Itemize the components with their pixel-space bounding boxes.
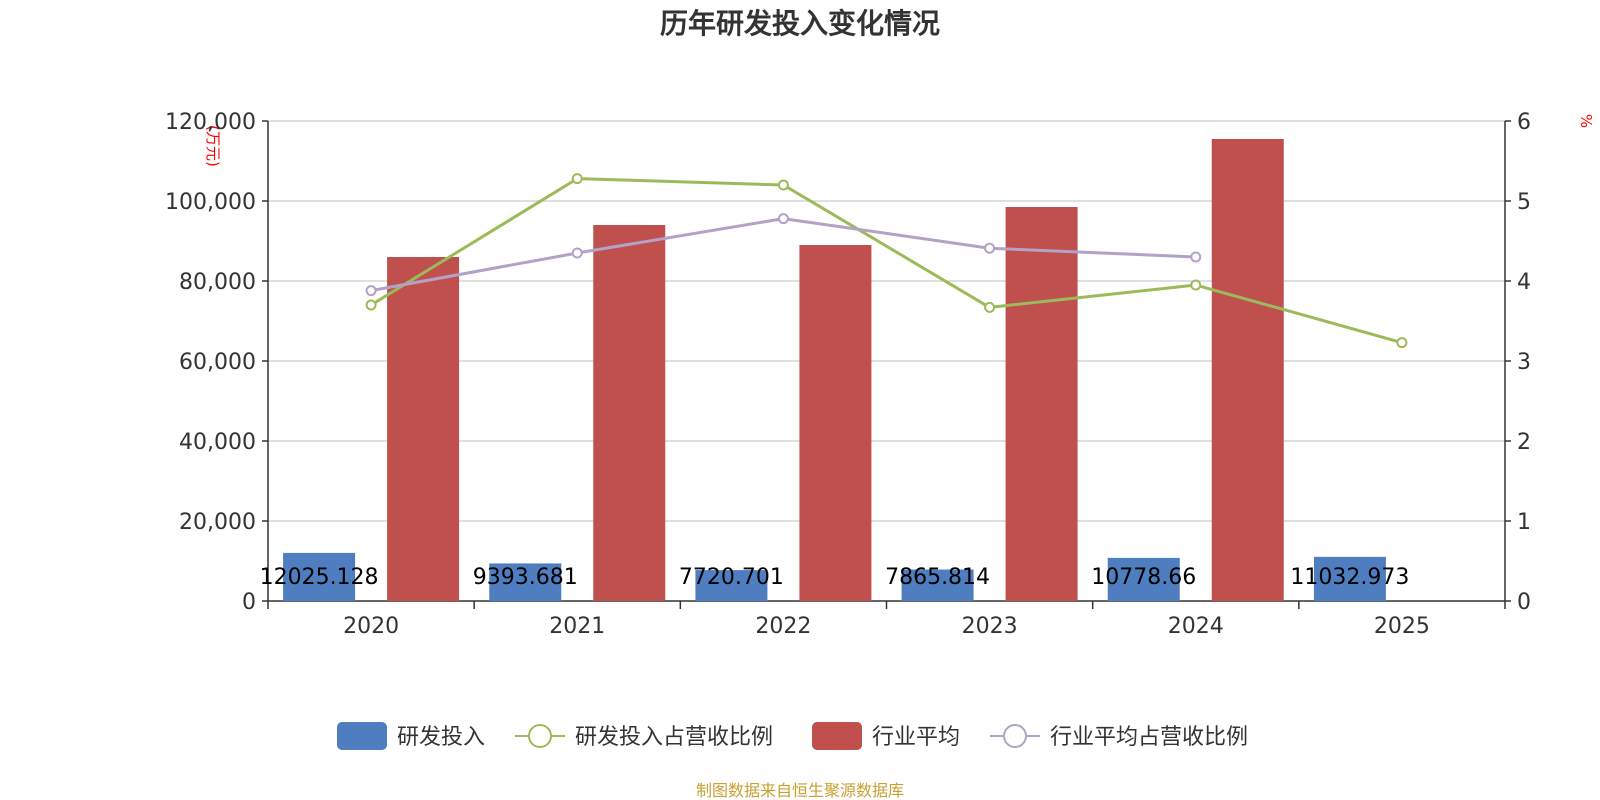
x-axis-tick-label: 2024 <box>1168 614 1224 639</box>
line-point <box>1396 337 1408 349</box>
x-axis-tick-label: 2020 <box>343 614 399 639</box>
left-axis-tick-label: 40,000 <box>179 430 256 455</box>
right-axis-tick-label: 4 <box>1517 270 1531 295</box>
axes: 0 20,000 40,000 60,000 80,000 100,000 120,000 0… <box>165 110 1531 639</box>
bar-industry-average <box>387 257 460 601</box>
bar-rd-investment <box>283 552 356 601</box>
x-axis-tick-label: 2023 <box>962 614 1018 639</box>
legend-label: 研发投入 <box>397 725 485 750</box>
right-axis-tick-label: 5 <box>1517 190 1531 215</box>
bar-rd-investment <box>489 563 562 601</box>
line-point <box>984 242 996 254</box>
legend-label: 研发投入占营收比例 <box>575 725 773 750</box>
x-axis-tick-label: 2021 <box>549 614 605 639</box>
bar-data-label: 7865.814 <box>885 565 990 590</box>
bar-rd-investment <box>901 569 974 601</box>
line-point <box>571 173 583 185</box>
right-axis-tick-label: 2 <box>1517 430 1531 455</box>
bar-marks <box>283 139 1386 601</box>
legend-swatch-marker <box>1003 724 1027 748</box>
chart-title: 历年研发投入变化情况 <box>660 7 940 40</box>
bar-industry-average <box>1211 139 1284 601</box>
bar-data-label: 10778.66 <box>1091 565 1196 590</box>
line-marks <box>365 173 1408 349</box>
line-point <box>365 299 377 311</box>
legend-swatch <box>812 722 862 750</box>
legend-label: 行业平均 <box>872 725 960 750</box>
right-axis-tick-label: 0 <box>1517 590 1531 615</box>
line-point <box>984 301 996 313</box>
right-axis-tick-label: 6 <box>1517 110 1531 135</box>
right-axis-unit: % <box>1577 114 1595 128</box>
x-axis-tick-label: 2022 <box>755 614 811 639</box>
right-axis-tick-label: 1 <box>1517 510 1531 535</box>
bar-industry-average <box>799 245 872 601</box>
line-point <box>777 213 789 225</box>
left-axis-tick-label: 120,000 <box>165 110 256 135</box>
data-labels: 12025.128 9393.681 7720.701 7865.814 10778.6… <box>260 565 1410 590</box>
left-axis-tick-label: 80,000 <box>179 270 256 295</box>
bar-industry-average <box>593 225 666 601</box>
bar-data-label: 7720.701 <box>679 565 784 590</box>
line-point <box>571 247 583 259</box>
bar-industry-average <box>1005 207 1078 601</box>
legend-swatch-marker <box>528 724 552 748</box>
grid-lines <box>268 120 1505 522</box>
legend-label: 行业平均占营收比例 <box>1050 725 1248 750</box>
legend-item-industry-average: 行业平均 <box>812 722 960 750</box>
right-axis-tick-label: 3 <box>1517 350 1531 375</box>
bar-data-label: 9393.681 <box>473 565 578 590</box>
left-axis-tick-label: 60,000 <box>179 350 256 375</box>
left-axis-tick-label: 0 <box>242 590 256 615</box>
bar-rd-investment <box>1313 556 1386 601</box>
line-rd-ratio <box>370 177 1403 345</box>
bar-data-label: 12025.128 <box>260 565 379 590</box>
left-axis-tick-label: 20,000 <box>179 510 256 535</box>
legend: 研发投入 研发投入占营收比例 行业平均 行业平均占营收比例 <box>337 722 1248 750</box>
legend-item-industry-ratio: 行业平均占营收比例 <box>990 724 1248 750</box>
legend-swatch <box>337 722 387 750</box>
legend-item-rd-ratio: 研发投入占营收比例 <box>515 724 773 750</box>
x-axis-tick-label: 2025 <box>1374 614 1430 639</box>
left-axis-tick-label: 100,000 <box>165 190 256 215</box>
line-point <box>1190 251 1202 263</box>
line-point <box>1190 279 1202 291</box>
bar-data-label: 11032.973 <box>1290 565 1409 590</box>
left-axis-unit: (万元) <box>204 125 222 167</box>
line-point <box>777 179 789 191</box>
bar-rd-investment <box>695 570 768 601</box>
source-note: 制图数据来自恒生聚源数据库 <box>696 781 904 800</box>
line-point <box>365 285 377 297</box>
legend-item-rd-investment: 研发投入 <box>337 722 485 750</box>
bar-rd-investment <box>1107 557 1180 601</box>
